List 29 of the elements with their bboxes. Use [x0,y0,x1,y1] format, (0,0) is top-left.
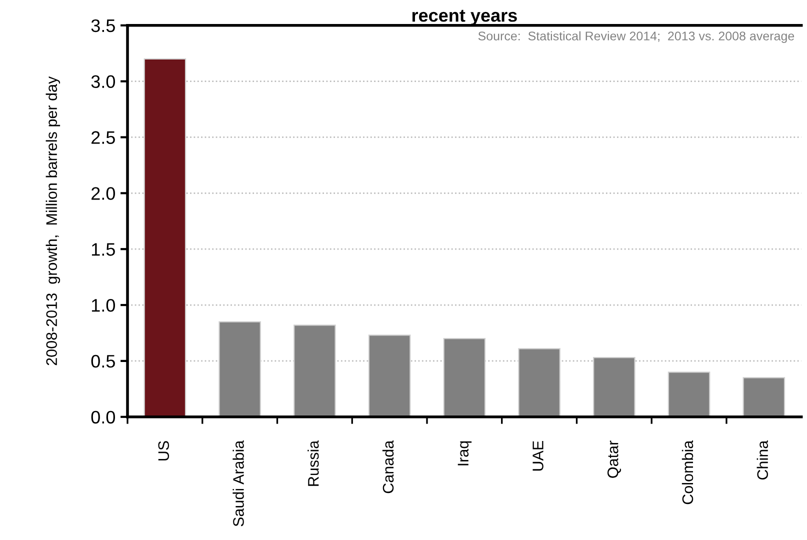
y-tick-label: 1.5 [92,243,115,256]
x-tick-label: Qatar [607,440,622,478]
annotation: Source: Statistical Review 2014; 2013 vs. 2008 average [478,31,794,43]
y-tick-label: 1.0 [92,298,115,312]
y-tick-label: 0.0 [91,410,115,424]
bar [518,348,560,417]
bar [668,372,710,417]
y-tick-label: 3.0 [91,75,115,88]
bar [294,324,336,417]
x-tick-label: China [756,440,768,480]
bar [368,334,411,417]
bar [144,58,186,417]
chart-title: recent years [412,10,517,26]
x-tick-label: US [158,441,170,460]
bar [593,357,636,417]
y-tick-label: 0.5 [91,354,115,368]
y-tick-label: 3.5 [91,19,115,32]
y-axis-title: 2008-2013 growth, Million barrels per day [46,76,60,366]
x-tick-label: Saudi Arabia [232,440,244,526]
y-tick-label: 2.0 [92,187,115,200]
x-tick-label: Iraq [458,441,472,466]
x-tick-label: Colombia [682,440,694,504]
x-tick-label: Russia [308,440,319,486]
bar [443,338,486,417]
y-tick-label: 2.5 [92,131,115,144]
x-tick-label: UAE [532,441,544,471]
bar [218,321,261,417]
x-tick-label: Canada [382,440,394,494]
bar [742,377,786,417]
